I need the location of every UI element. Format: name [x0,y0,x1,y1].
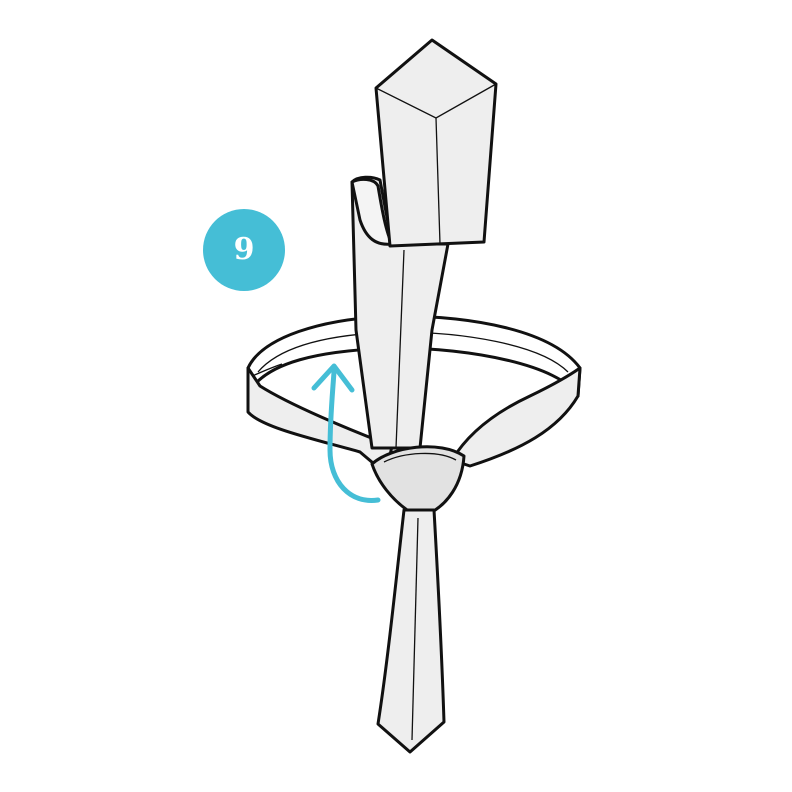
lower-blade [376,508,446,754]
lower-blade-centerline [411,517,419,741]
step-badge: 9 [203,209,285,291]
wide-blade-crease [435,117,441,245]
wide-blade-top [374,38,498,248]
step-number: 9 [233,232,255,267]
narrow-blade-centerline [395,249,405,449]
narrow-blade-fold [350,177,394,246]
knot [370,445,466,514]
curved-up-arrow-head [311,363,355,393]
curved-up-arrow-icon [327,369,381,503]
collar-front-right [450,366,582,468]
knot-highlight [383,452,457,463]
collar-rim-left [251,363,283,377]
